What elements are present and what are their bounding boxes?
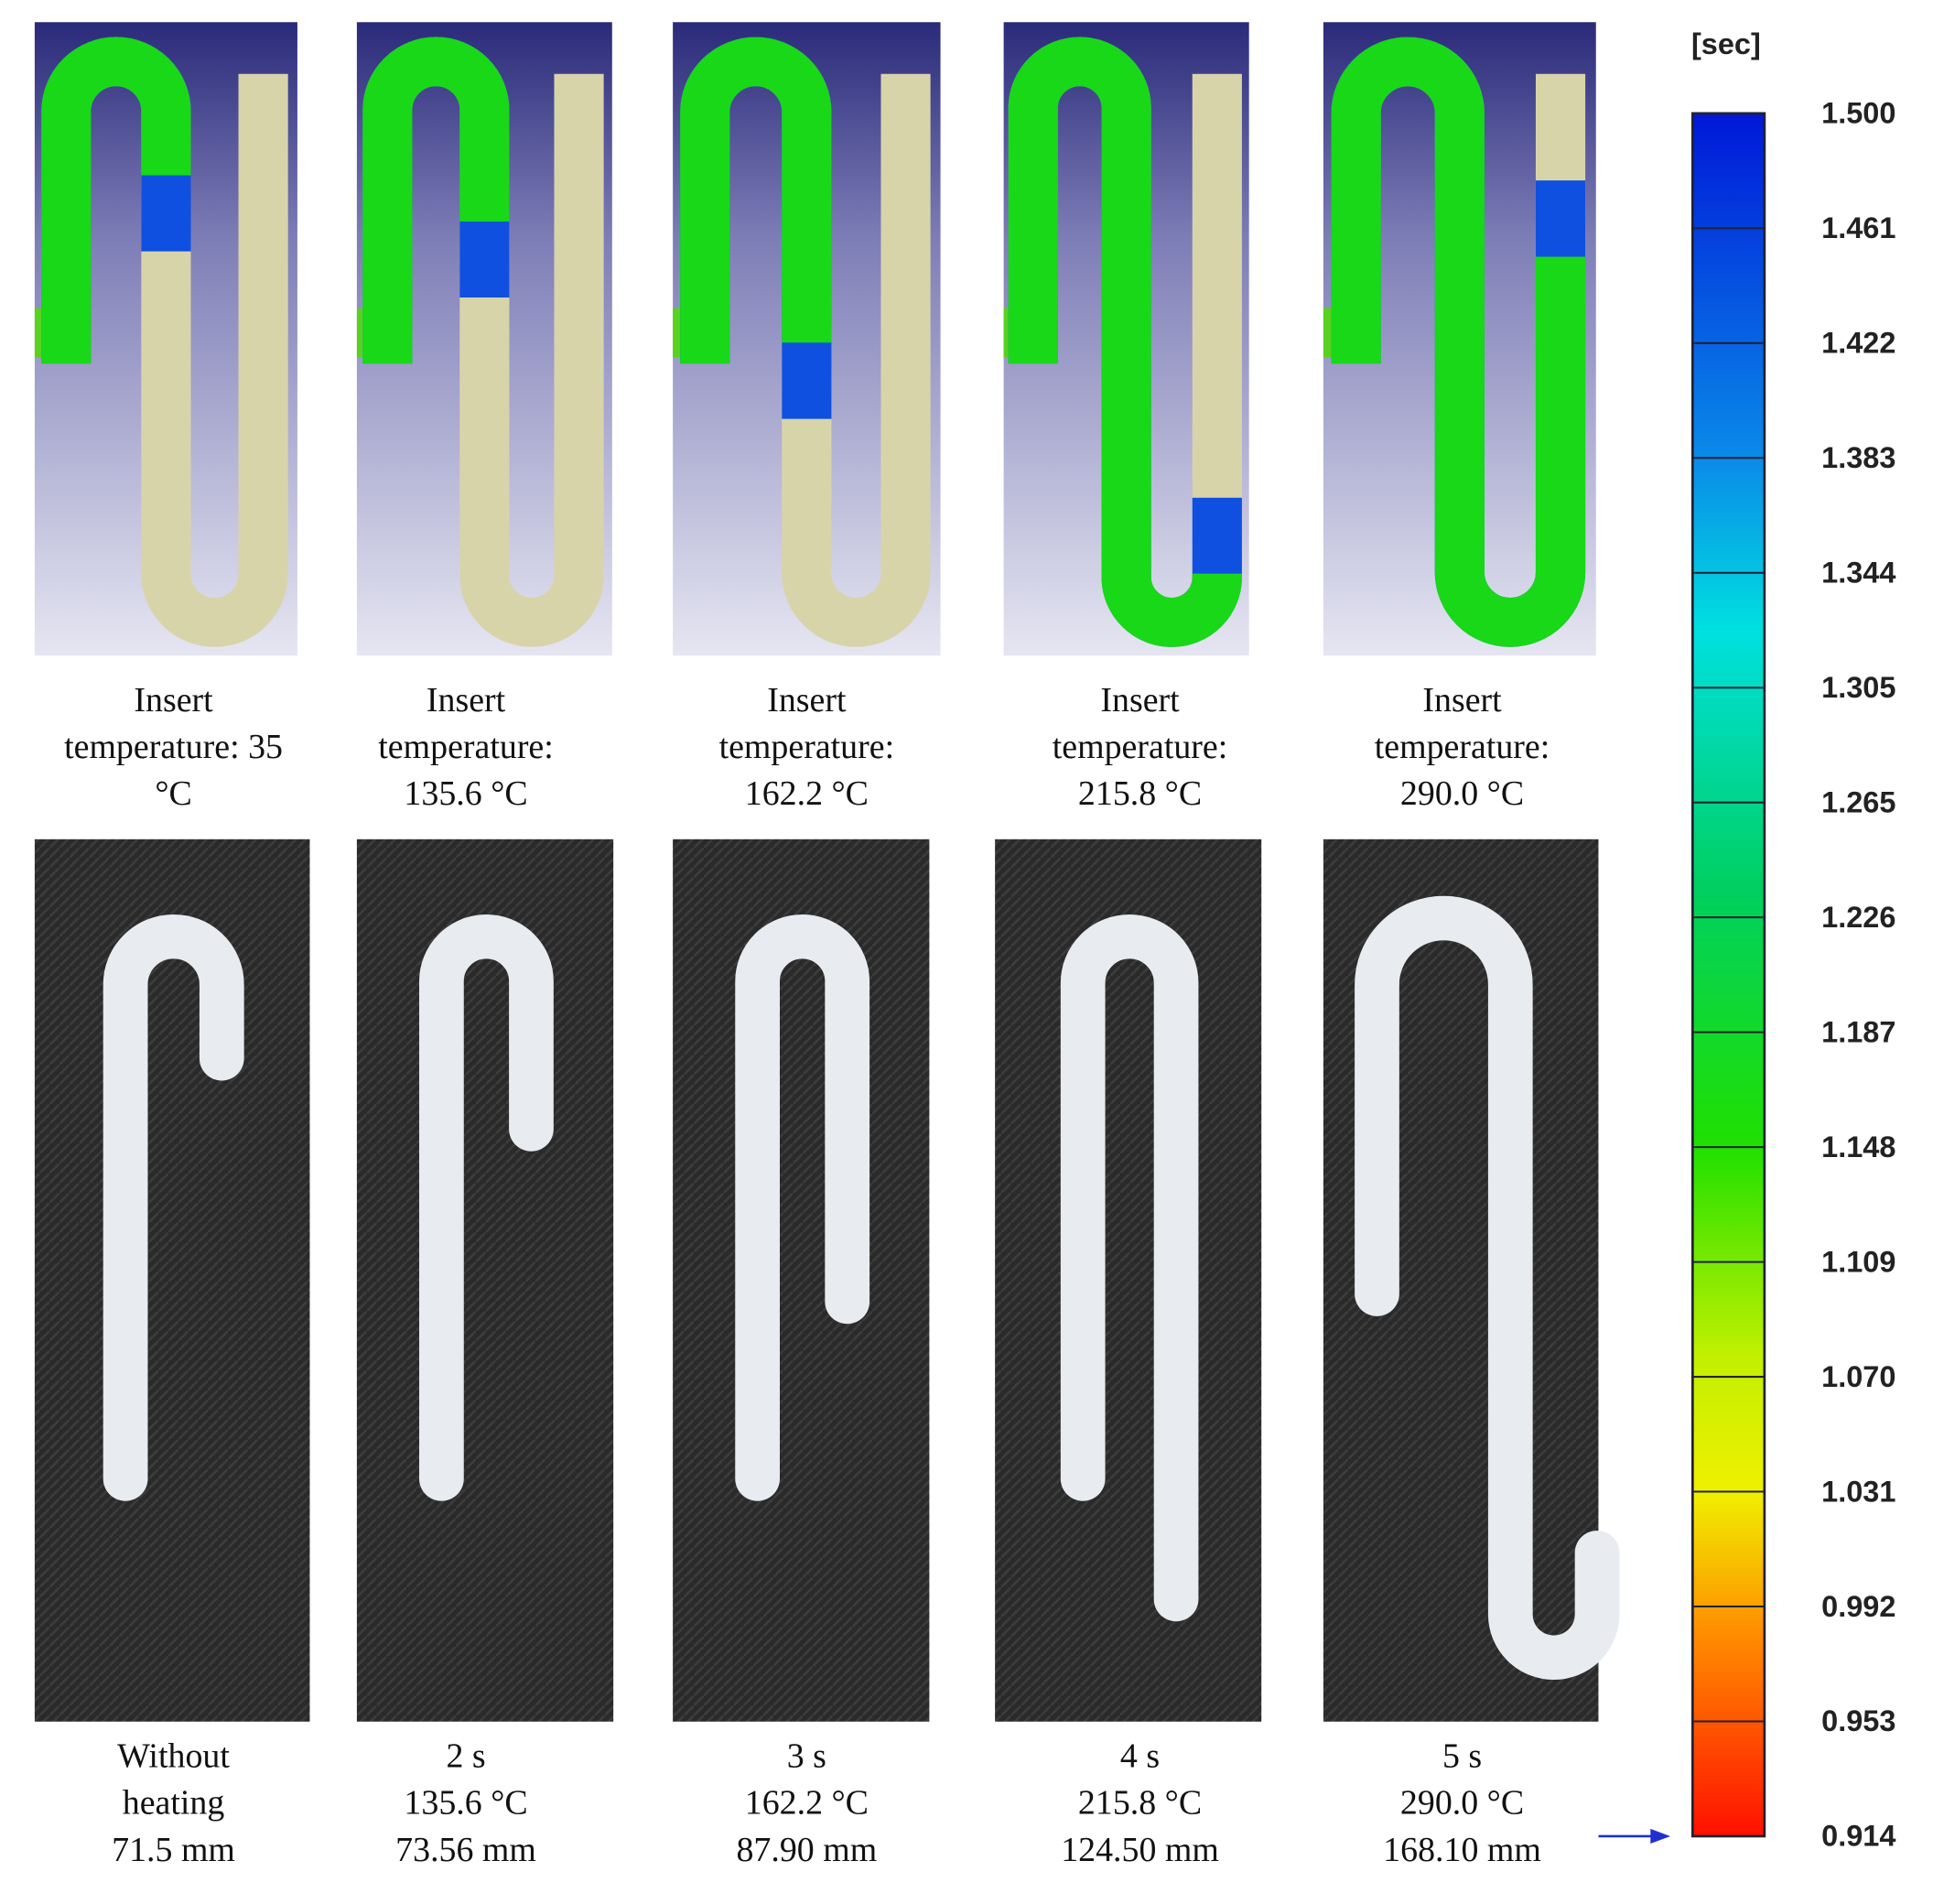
photo-caption: 162.2 °C — [745, 1784, 869, 1823]
colorbar-tick-label: 0.914 — [1821, 1820, 1895, 1853]
simulation-caption: °C — [155, 774, 191, 813]
photo-caption: 124.50 mm — [1061, 1831, 1219, 1869]
arrow-head — [1650, 1828, 1670, 1844]
melt-fill — [362, 37, 604, 647]
simulation-caption: temperature: — [378, 728, 554, 766]
photo-caption: 168.10 mm — [1383, 1831, 1541, 1869]
colorbar-tick-label: 1.070 — [1821, 1360, 1895, 1393]
colorbar-tick-label: 1.305 — [1821, 671, 1895, 704]
simulation-caption: temperature: 35 — [64, 728, 283, 766]
melt-fill — [41, 37, 288, 647]
specimen — [1060, 914, 1199, 1622]
simulation-caption: temperature: — [1375, 728, 1550, 766]
photo-caption: heating — [123, 1784, 225, 1823]
photo-caption: 5 s — [1442, 1737, 1482, 1776]
colorbar-tick-label: 1.226 — [1821, 901, 1895, 934]
specimen — [419, 914, 554, 1501]
colorbar-unit: [sec] — [1691, 27, 1761, 60]
colorbar-tick-label: 0.953 — [1821, 1704, 1895, 1737]
colorbar — [1691, 112, 1766, 1838]
photo-caption: 3 s — [787, 1737, 826, 1776]
photo-caption: 73.56 mm — [395, 1831, 536, 1869]
simulation-caption: Insert — [767, 681, 847, 719]
melt-fill — [1008, 37, 1242, 647]
photo-background — [34, 838, 310, 1722]
simulation-caption: temperature: — [1053, 728, 1228, 766]
colorbar-tick-label: 1.383 — [1821, 441, 1895, 474]
photo-caption: Without — [117, 1737, 230, 1776]
photo-background — [356, 838, 614, 1722]
photo-background — [995, 838, 1262, 1722]
photo-caption: 290.0 °C — [1400, 1784, 1524, 1823]
colorbar-tick-label: 1.422 — [1821, 327, 1895, 360]
specimen — [103, 914, 244, 1501]
colorbar-tick-label: 1.500 — [1821, 97, 1895, 130]
colorbar-tick-label: 1.187 — [1821, 1015, 1895, 1048]
simulation-caption: 215.8 °C — [1078, 774, 1202, 813]
simulation-caption: Insert — [427, 681, 506, 719]
simulation-caption: Insert — [1100, 681, 1180, 719]
photo-caption: 71.5 mm — [112, 1831, 235, 1869]
simulation-caption: Insert — [1422, 681, 1502, 719]
simulation-caption: 135.6 °C — [404, 774, 527, 813]
specimen — [735, 914, 870, 1501]
photo-caption: 135.6 °C — [404, 1784, 527, 1823]
simulation-caption: 290.0 °C — [1400, 774, 1524, 813]
photo-caption: 215.8 °C — [1078, 1784, 1202, 1823]
colorbar-tick-label: 1.344 — [1821, 557, 1895, 590]
colorbar-tick-label: 1.461 — [1821, 211, 1895, 244]
melt-fill — [1331, 37, 1586, 647]
photo-caption: 87.90 mm — [736, 1831, 877, 1869]
colorbar-tick-label: 1.109 — [1821, 1245, 1895, 1278]
simulation-caption: 162.2 °C — [745, 774, 869, 813]
specimen — [1355, 895, 1620, 1680]
melt-fill — [680, 37, 931, 647]
colorbar-tick-label: 1.031 — [1821, 1475, 1895, 1508]
photo-background — [673, 838, 930, 1722]
colorbar-tick-label: 1.265 — [1821, 786, 1895, 819]
photo-caption: 2 s — [446, 1737, 485, 1776]
simulation-caption: temperature: — [719, 728, 895, 766]
simulation-caption: Insert — [134, 681, 213, 719]
colorbar-tick-label: 1.148 — [1821, 1130, 1895, 1163]
photo-caption: 4 s — [1120, 1737, 1160, 1776]
colorbar-tick-label: 0.992 — [1821, 1590, 1895, 1623]
